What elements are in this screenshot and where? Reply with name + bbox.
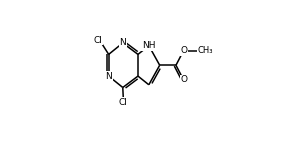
Text: NH: NH bbox=[142, 41, 156, 50]
Text: O: O bbox=[181, 75, 188, 84]
Text: N: N bbox=[105, 72, 112, 81]
Text: Cl: Cl bbox=[93, 36, 102, 45]
Text: O: O bbox=[181, 46, 188, 55]
Text: N: N bbox=[119, 38, 126, 48]
Text: CH₃: CH₃ bbox=[197, 46, 213, 55]
Text: Cl: Cl bbox=[119, 98, 128, 107]
